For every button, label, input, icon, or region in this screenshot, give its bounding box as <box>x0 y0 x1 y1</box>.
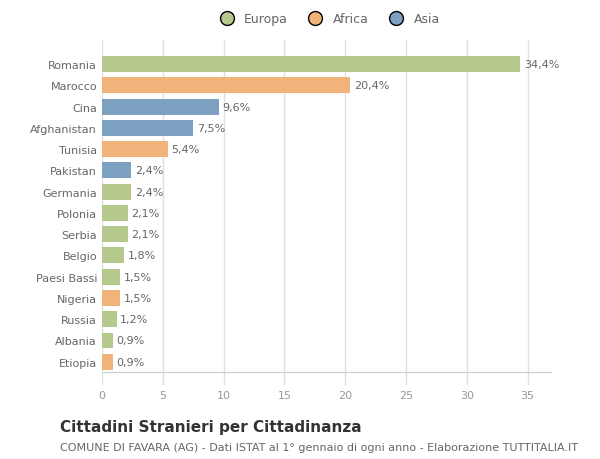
Text: 20,4%: 20,4% <box>354 81 389 91</box>
Bar <box>102 248 124 264</box>
Bar <box>102 142 167 158</box>
Text: 0,9%: 0,9% <box>116 336 145 346</box>
Text: 5,4%: 5,4% <box>172 145 200 155</box>
Bar <box>102 184 131 200</box>
Text: 0,9%: 0,9% <box>116 357 145 367</box>
Bar <box>102 333 113 349</box>
Bar <box>102 163 131 179</box>
Bar <box>102 78 350 94</box>
Text: Cittadini Stranieri per Cittadinanza: Cittadini Stranieri per Cittadinanza <box>60 419 362 434</box>
Bar <box>102 291 120 306</box>
Text: 2,1%: 2,1% <box>131 230 160 240</box>
Text: 1,8%: 1,8% <box>128 251 156 261</box>
Text: 2,4%: 2,4% <box>135 166 163 176</box>
Bar <box>102 100 219 115</box>
Bar <box>102 312 116 327</box>
Text: 34,4%: 34,4% <box>524 60 559 70</box>
Text: COMUNE DI FAVARA (AG) - Dati ISTAT al 1° gennaio di ogni anno - Elaborazione TUT: COMUNE DI FAVARA (AG) - Dati ISTAT al 1°… <box>60 442 578 452</box>
Bar <box>102 269 120 285</box>
Text: 2,1%: 2,1% <box>131 208 160 218</box>
Legend: Europa, Africa, Asia: Europa, Africa, Asia <box>214 13 440 26</box>
Text: 1,5%: 1,5% <box>124 293 152 303</box>
Bar <box>102 227 128 243</box>
Text: 1,2%: 1,2% <box>120 314 148 325</box>
Text: 2,4%: 2,4% <box>135 187 163 197</box>
Text: 7,5%: 7,5% <box>197 123 225 134</box>
Bar <box>102 57 520 73</box>
Bar <box>102 354 113 370</box>
Text: 1,5%: 1,5% <box>124 272 152 282</box>
Text: 9,6%: 9,6% <box>223 102 251 112</box>
Bar <box>102 121 193 136</box>
Bar <box>102 206 128 221</box>
